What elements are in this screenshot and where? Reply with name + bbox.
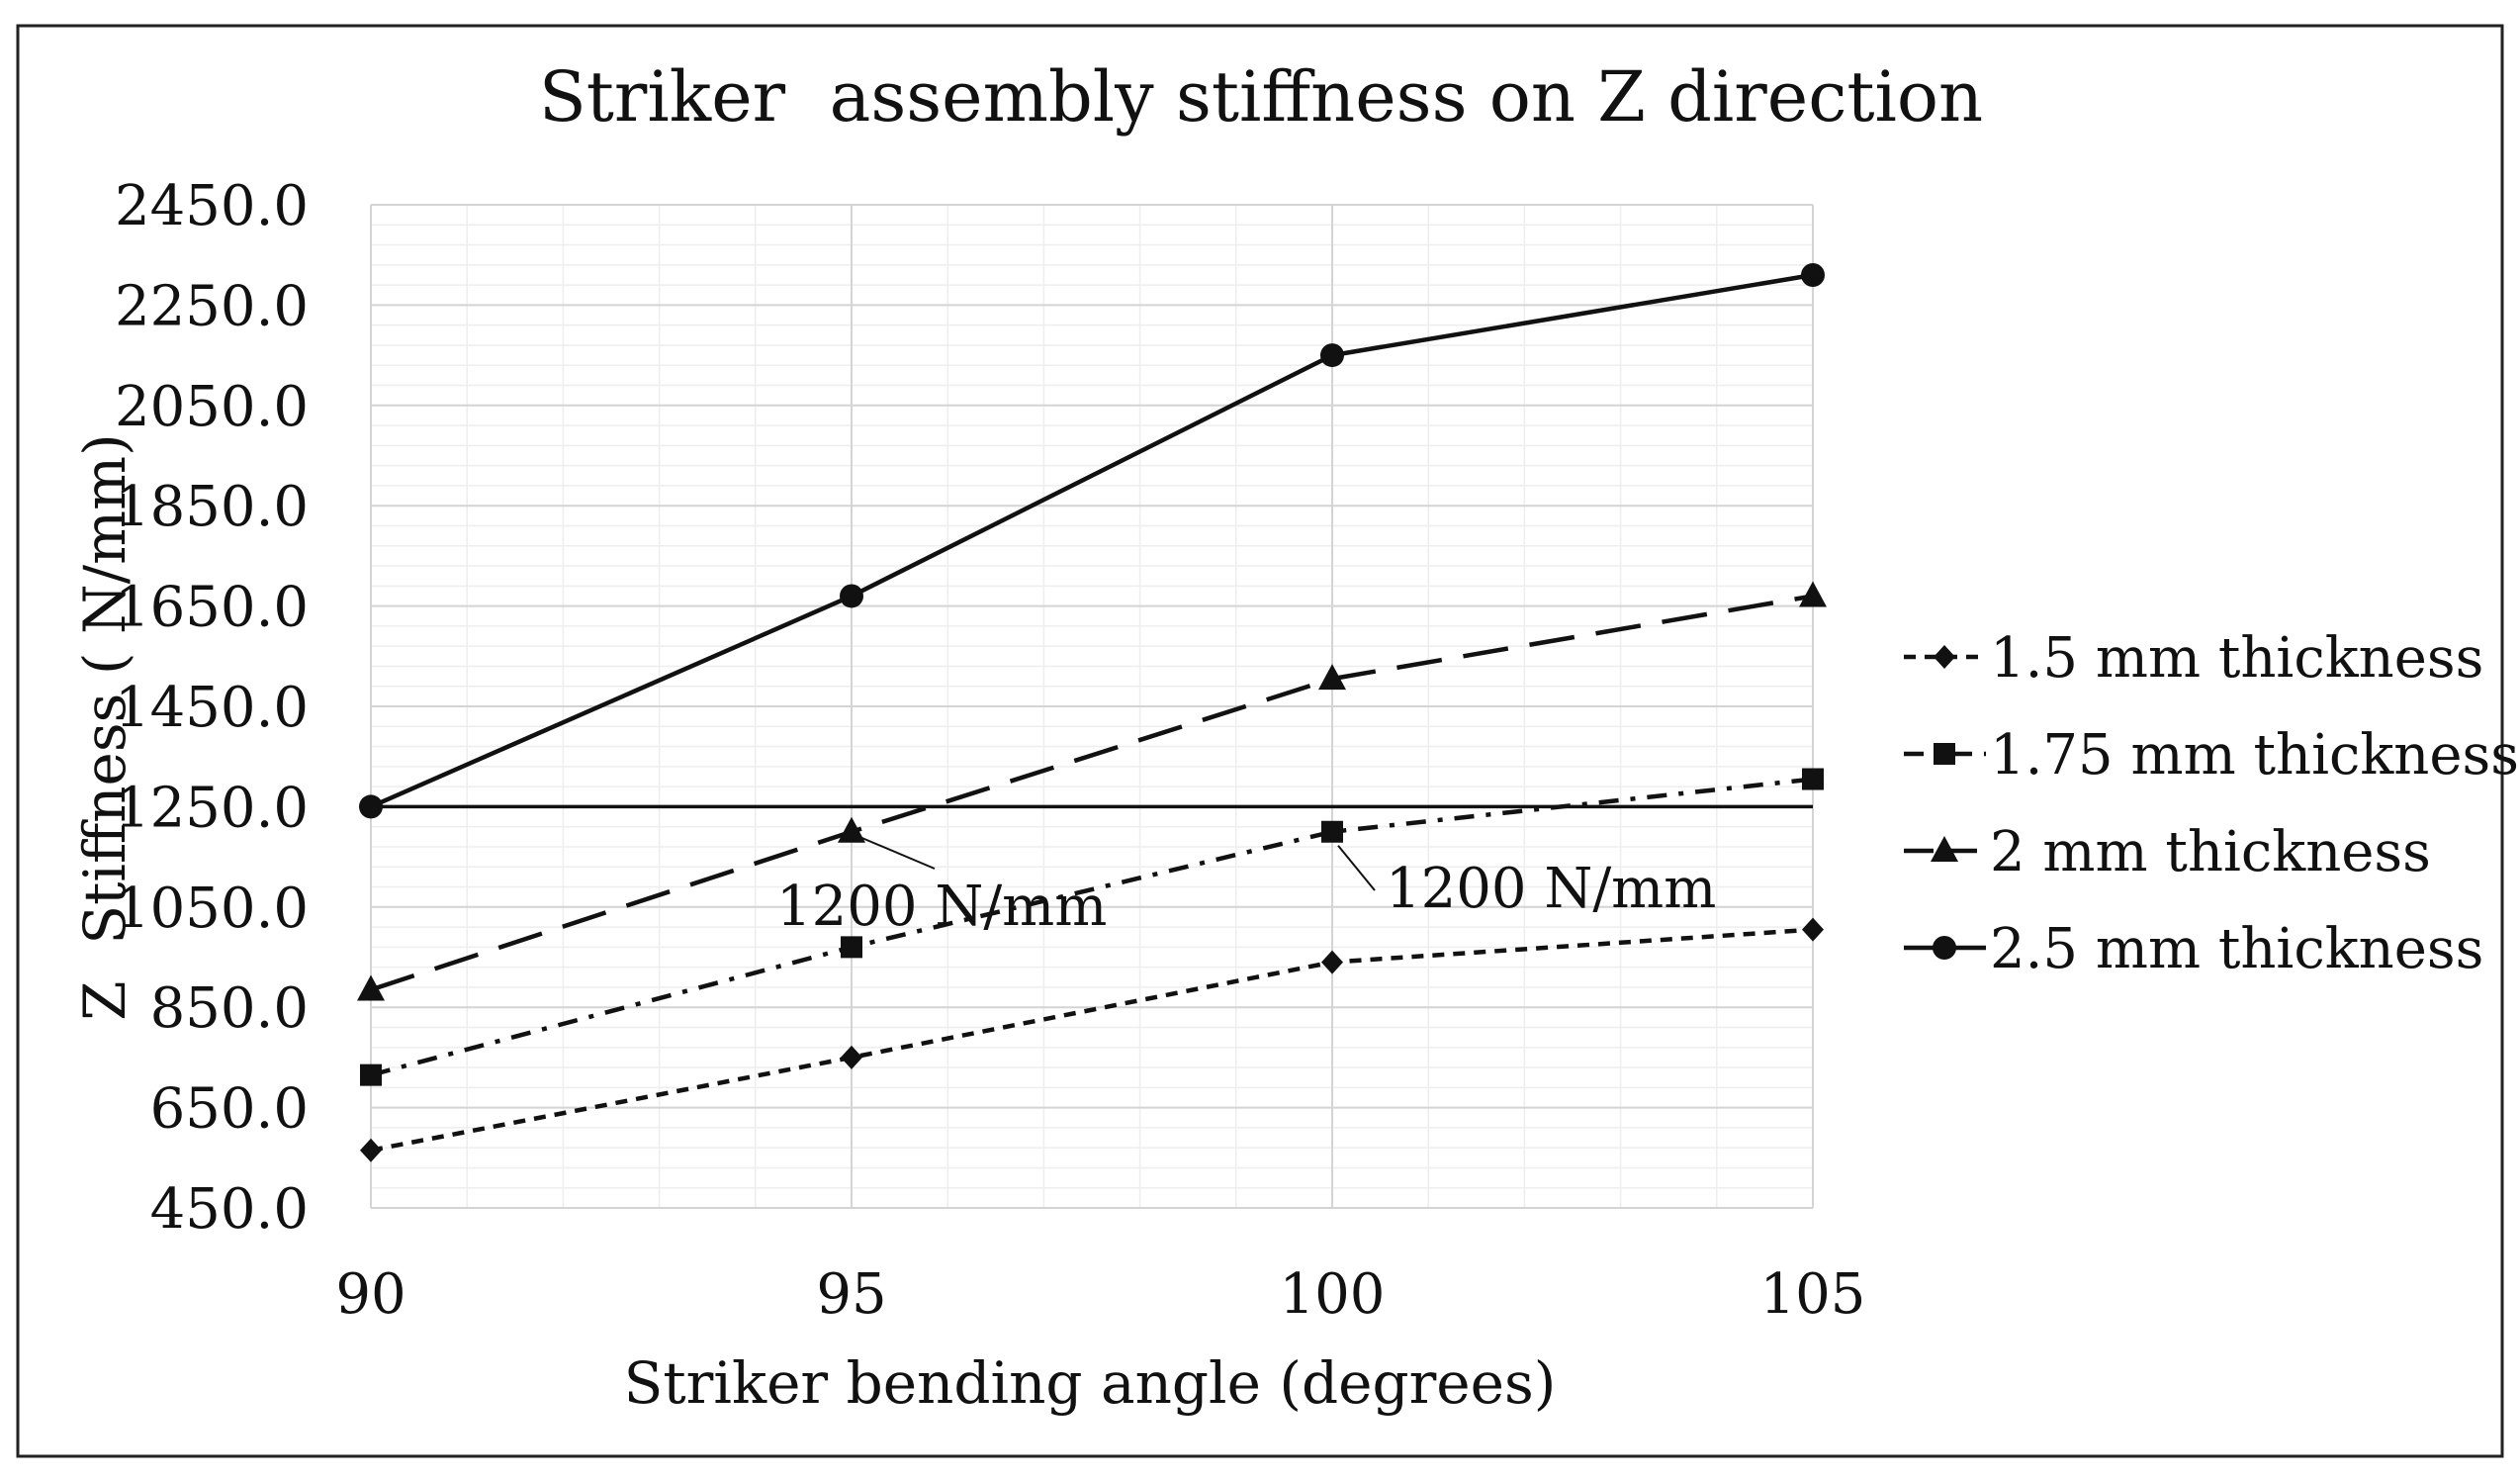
data-point-1-75-mm-thickness [1321,820,1343,843]
annotation-leader-line [1337,845,1376,891]
chart-title: Striker assembly stiffness on Z directio… [539,56,1983,138]
x-tick-label: 100 [1280,1262,1386,1327]
y-tick-label: 2450.0 [115,174,309,238]
data-point-2-mm-thickness [1799,581,1827,607]
x-axis-title: Striker bending angle (degrees) [624,1349,1557,1417]
series-line-2-5-mm-thickness [370,272,1814,809]
y-tick-label: 650.0 [150,1077,309,1142]
data-point-1-75-mm-thickness [360,1064,382,1086]
y-tick-label: 1050.0 [115,877,309,941]
series-2-5-mm-thickness [359,262,1825,819]
data-point-2-5-mm-thickness [359,794,383,819]
annotation-label: 1200 N/mm [776,875,1107,939]
x-tick-label: 105 [1760,1262,1866,1327]
legend-marker-swatch [1931,836,1958,862]
annotation-callout: 1200 N/mm [1337,845,1716,921]
annotation-callout: 1200 N/mm [776,836,1107,939]
series-1-75-mm-thickness [360,768,1824,1086]
y-tick-label: 1250.0 [115,776,309,840]
annotation-layer: 1200 N/mm 1200 N/mm [776,836,1716,939]
data-point-2-mm-thickness [357,974,385,1001]
data-point-1-75-mm-thickness [1802,768,1824,790]
legend-marker-swatch [1934,645,1955,669]
annotation-label: 1200 N/mm [1386,857,1716,921]
data-point-1-5-mm-thickness [1321,950,1343,974]
y-tick-label: 850.0 [150,976,309,1041]
data-point-1-5-mm-thickness [1802,917,1824,942]
data-point-2-5-mm-thickness [840,584,863,608]
data-point-2-mm-thickness [838,816,865,843]
y-tick-label: 450.0 [150,1177,309,1242]
legend-label: 2 mm thickness [1990,820,2431,884]
grid-layer [370,204,1814,1209]
y-tick-label: 2050.0 [115,375,309,439]
axis-label-layer: 450.0 650.0 850.0 1050.0 1250.0 1450.0 1650.0 1… [115,174,1865,1327]
data-point-1-5-mm-thickness [360,1138,382,1162]
legend: 1.5 mm thickness 1.75 mm thickness 2 mm th… [1904,626,2519,981]
legend-label: 1.5 mm thickness [1990,626,2483,691]
x-tick-label: 90 [335,1262,405,1327]
series-line-2-mm-thickness [370,594,1814,992]
legend-entry: 2.5 mm thickness [1904,917,2483,981]
y-tick-label: 1650.0 [115,576,309,640]
series-line-1-5-mm-thickness [370,927,1814,1153]
outer-border [16,24,2504,1458]
series-layer [357,262,1827,1162]
legend-entry: 2 mm thickness [1904,820,2431,884]
legend-label: 1.75 mm thickness [1990,723,2519,787]
y-axis-title: Z Stiffness ( N/mm) [71,433,138,1021]
series-2-mm-thickness [357,581,1827,1001]
legend-marker-swatch [1934,743,1955,765]
legend-entry: 1.5 mm thickness [1904,626,2483,691]
data-point-2-5-mm-thickness [1801,262,1825,287]
x-tick-label: 95 [816,1262,886,1327]
legend-entry: 1.75 mm thickness [1904,723,2519,787]
legend-marker-swatch [1933,936,1956,960]
y-tick-label: 1850.0 [115,475,309,539]
series-line-1-75-mm-thickness [370,777,1814,1077]
annotation-leader-line [860,836,936,870]
data-point-1-75-mm-thickness [841,936,862,959]
data-point-2-mm-thickness [1318,664,1346,691]
legend-label: 2.5 mm thickness [1990,917,2483,981]
y-tick-label: 1450.0 [115,676,309,740]
data-point-2-5-mm-thickness [1320,343,1344,368]
data-point-1-5-mm-thickness [841,1045,862,1069]
series-1-5-mm-thickness [360,917,1824,1162]
y-tick-label: 2250.0 [115,274,309,338]
